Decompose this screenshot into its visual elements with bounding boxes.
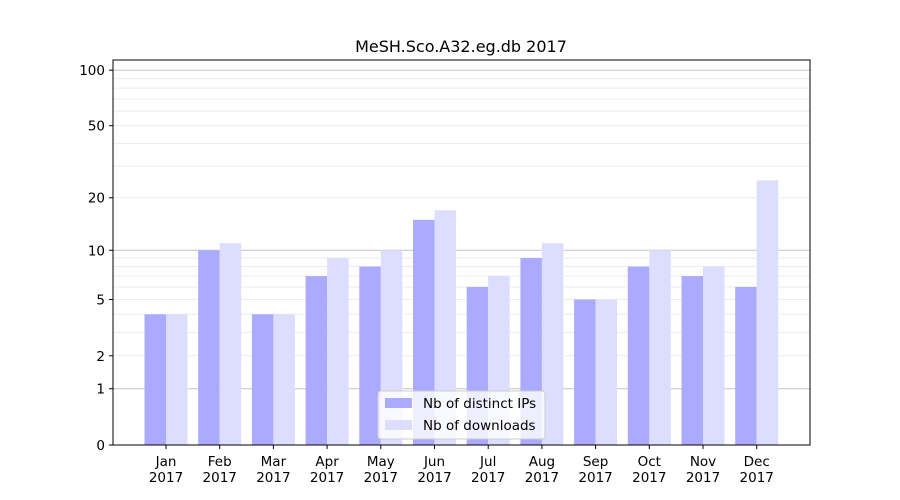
x-tick-label: Jan 2017	[149, 454, 183, 486]
legend-swatch-ips	[385, 398, 412, 408]
x-tick-label: Dec 2017	[740, 454, 774, 486]
x-tick-label: Mar 2017	[256, 454, 290, 486]
y-tick-label: 1	[96, 382, 105, 398]
x-tick-label: Sep 2017	[578, 454, 612, 486]
x-tick-label-line: 2017	[417, 470, 451, 486]
x-tick-label-line: 2017	[578, 470, 612, 486]
x-tick-label-line: 2017	[149, 470, 183, 486]
x-tick-label: Feb 2017	[203, 454, 237, 486]
bar-distinct-ips	[251, 314, 274, 445]
x-tick-label: Aug 2017	[525, 454, 559, 486]
bar-downloads	[649, 250, 671, 445]
x-tick-label-line: 2017	[471, 470, 505, 486]
bar-distinct-ips	[305, 276, 328, 445]
bar-downloads	[273, 314, 295, 445]
y-tick-label: 50	[88, 119, 105, 135]
x-tick-label-line: May	[367, 454, 395, 470]
x-tick-label-line: 2017	[203, 470, 237, 486]
bar-distinct-ips	[144, 314, 166, 445]
x-tick-label: Apr 2017	[310, 454, 344, 486]
bar-distinct-ips	[198, 250, 220, 445]
x-tick-label-line: Mar	[261, 454, 287, 470]
legend-swatch-downloads	[385, 420, 412, 430]
x-tick-label-line: Jul	[479, 454, 496, 470]
plot-frame	[112, 59, 811, 446]
legend-box	[377, 390, 546, 440]
bar-downloads	[327, 258, 349, 445]
legend-label-ips: Nb of distinct IPs	[423, 396, 536, 412]
x-tick-label-line: Jun	[423, 454, 445, 470]
bar-downloads	[595, 299, 618, 445]
bar-downloads	[166, 314, 188, 445]
x-tick-label-line: 2017	[310, 470, 344, 486]
bar-downloads	[434, 210, 456, 445]
chart-title: MeSH.Sco.A32.eg.db 2017	[355, 37, 567, 56]
y-tick-label: 0	[96, 438, 105, 454]
bar-distinct-ips	[627, 266, 650, 445]
bar-downloads	[703, 266, 725, 445]
bar-downloads	[219, 243, 242, 445]
bar-distinct-ips	[735, 286, 757, 445]
x-tick-label-line: Oct	[638, 454, 661, 470]
bar-distinct-ips	[359, 266, 381, 445]
x-tick-label-line: 2017	[686, 470, 720, 486]
x-tick-label: May 2017	[364, 454, 398, 486]
y-tick-label: 100	[79, 63, 105, 79]
x-tick-label-line: Aug	[529, 454, 555, 470]
x-tick-label-line: 2017	[256, 470, 290, 486]
y-tick-label: 2	[96, 349, 105, 365]
legend: Nb of distinct IPs Nb of downloads	[377, 390, 546, 440]
x-tick-label: Oct 2017	[632, 454, 666, 486]
bar-downloads	[756, 180, 779, 446]
x-tick-label-line: 2017	[632, 470, 666, 486]
x-tick-label: Nov 2017	[686, 454, 720, 486]
x-tick-label-line: Dec	[744, 454, 770, 470]
x-tick-label-line: Nov	[690, 454, 716, 470]
y-tick-label: 5	[96, 292, 105, 308]
legend-label-downloads: Nb of downloads	[423, 418, 536, 434]
bar-distinct-ips	[413, 219, 435, 445]
x-tick-label-line: 2017	[525, 470, 559, 486]
x-tick-label-line: Jan	[155, 454, 177, 470]
x-tick-label-line: Apr	[315, 454, 339, 470]
x-tick-label-line: Sep	[583, 454, 608, 470]
bar-distinct-ips	[574, 299, 596, 445]
x-tick-label-line: 2017	[740, 470, 774, 486]
x-tick-label: Jul 2017	[471, 454, 505, 486]
bar-distinct-ips	[681, 276, 703, 445]
x-tick-label-line: 2017	[364, 470, 398, 486]
x-tick-label-line: Feb	[208, 454, 232, 470]
bar-downloads	[541, 243, 564, 445]
y-tick-label: 10	[88, 243, 105, 259]
y-tick-label: 20	[88, 191, 105, 207]
x-tick-label: Jun 2017	[417, 454, 451, 486]
